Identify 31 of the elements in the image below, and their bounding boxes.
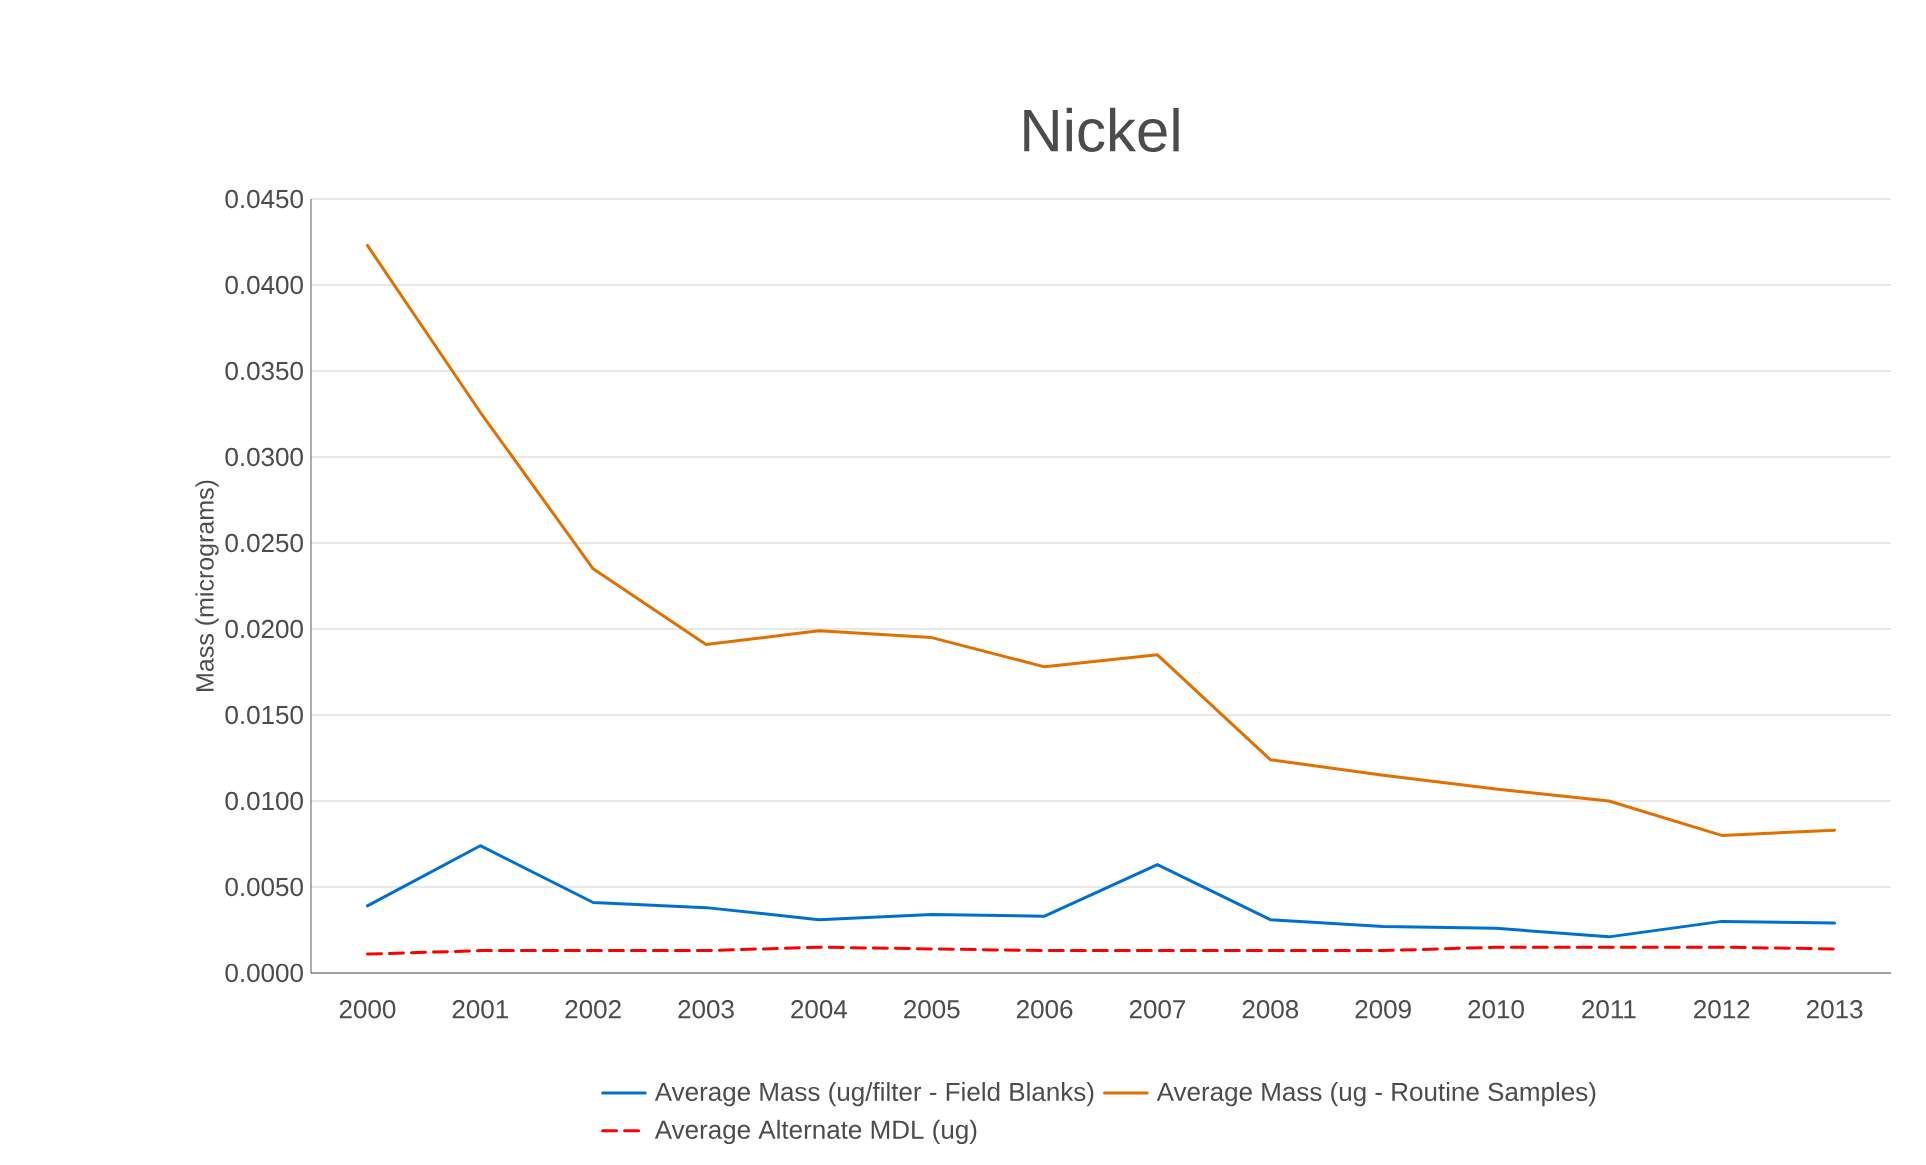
legend-label: Average Mass (ug - Routine Samples) — [1156, 1082, 1596, 1107]
y-tick-label: 0.0050 — [225, 877, 303, 897]
x-tick-label: 2001 — [452, 1000, 508, 1019]
y-tick-label: 0.0000 — [225, 963, 303, 983]
chart-title: Nickel — [1024, 107, 1179, 152]
y-tick-label: 0.0250 — [225, 533, 303, 553]
y-tick-label: 0.0300 — [225, 447, 303, 467]
line-series — [365, 243, 1837, 837]
x-tick-label: 2007 — [1129, 1000, 1186, 1019]
x-tick-label: 2011 — [1582, 1000, 1636, 1019]
x-tick-label: 2010 — [1468, 1000, 1524, 1019]
x-tick-label: 2002 — [565, 1000, 621, 1019]
y-tick-label: 0.0100 — [225, 791, 303, 811]
y-axis-title: Mass (micrograms) — [195, 480, 219, 691]
line-series — [365, 844, 1837, 939]
y-tick-label: 0.0150 — [225, 705, 303, 725]
y-tick-label: 0.0200 — [225, 619, 303, 639]
y-tick-label: 0.0400 — [225, 275, 303, 295]
legend-label: Average Mass (ug/filter - Field Blanks) — [654, 1082, 1094, 1107]
x-tick-label: 2006 — [1016, 1000, 1073, 1019]
legend-label: Average Alternate MDL (ug) — [654, 1119, 977, 1145]
x-tick-label: 2013 — [1806, 1000, 1863, 1019]
y-tick-label: 0.0450 — [225, 189, 303, 209]
x-tick-label: 2008 — [1242, 1000, 1299, 1019]
x-tick-label: 2003 — [678, 1000, 734, 1019]
x-tick-label: 2005 — [904, 1000, 960, 1019]
x-tick-label: 2000 — [339, 1000, 396, 1019]
x-tick-label: 2004 — [791, 1000, 848, 1019]
x-tick-label: 2009 — [1355, 1000, 1411, 1019]
x-tick-label: 2012 — [1694, 1000, 1750, 1019]
y-tick-label: 0.0350 — [225, 361, 303, 381]
